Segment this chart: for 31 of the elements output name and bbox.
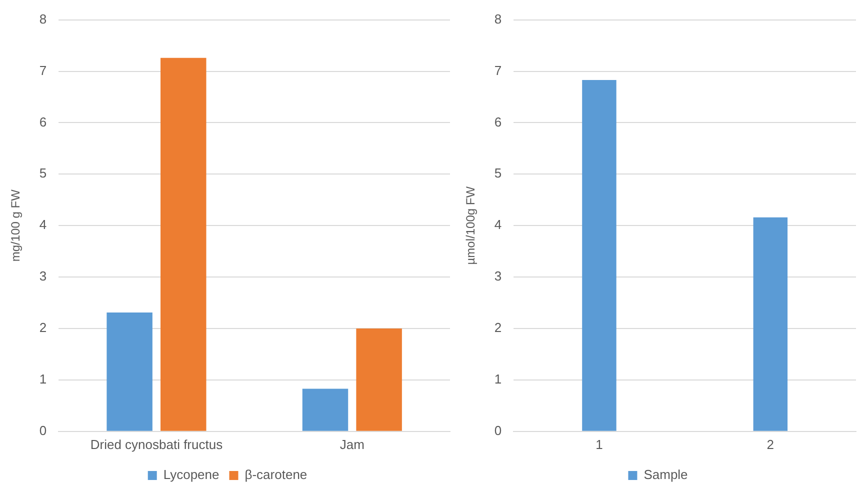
y-tick-label: 5 xyxy=(39,166,47,181)
legend-label: Lycopene xyxy=(163,467,220,482)
y-tick-label: 3 xyxy=(39,268,47,284)
y-tick-label: 6 xyxy=(494,114,502,130)
y-tick-label: 4 xyxy=(39,217,47,232)
x-tick-label: 1 xyxy=(596,436,603,452)
y-tick-label: 1 xyxy=(39,372,47,387)
y-tick-label: 4 xyxy=(494,217,502,232)
y-tick-label: 1 xyxy=(494,372,502,387)
bar xyxy=(356,328,402,431)
x-tick-label: Jam xyxy=(340,436,364,452)
y-axis-title: µmol/100g FW xyxy=(464,186,478,265)
x-tick-label: Dried cynosbati fructus xyxy=(90,436,224,452)
bar xyxy=(160,58,206,431)
x-tick-label: 2 xyxy=(766,436,774,452)
y-axis-title: mg/100 g FW xyxy=(8,188,23,262)
bar xyxy=(302,388,348,431)
y-tick-label: 0 xyxy=(494,422,502,438)
y-tick-label: 8 xyxy=(494,11,502,26)
y-tick-label: 2 xyxy=(494,320,502,336)
y-tick-label: 6 xyxy=(39,114,47,130)
legend-label: β-carotene xyxy=(244,467,308,482)
bar xyxy=(106,312,152,431)
y-tick-label: 0 xyxy=(39,422,47,438)
y-tick-label: 7 xyxy=(494,62,502,78)
y-tick-label: 7 xyxy=(39,62,47,78)
y-tick-label: 5 xyxy=(494,166,502,181)
y-tick-label: 3 xyxy=(494,268,502,284)
legend-label: Sample xyxy=(644,467,688,482)
y-tick-label: 2 xyxy=(39,320,47,336)
y-tick-label: 8 xyxy=(39,11,47,26)
